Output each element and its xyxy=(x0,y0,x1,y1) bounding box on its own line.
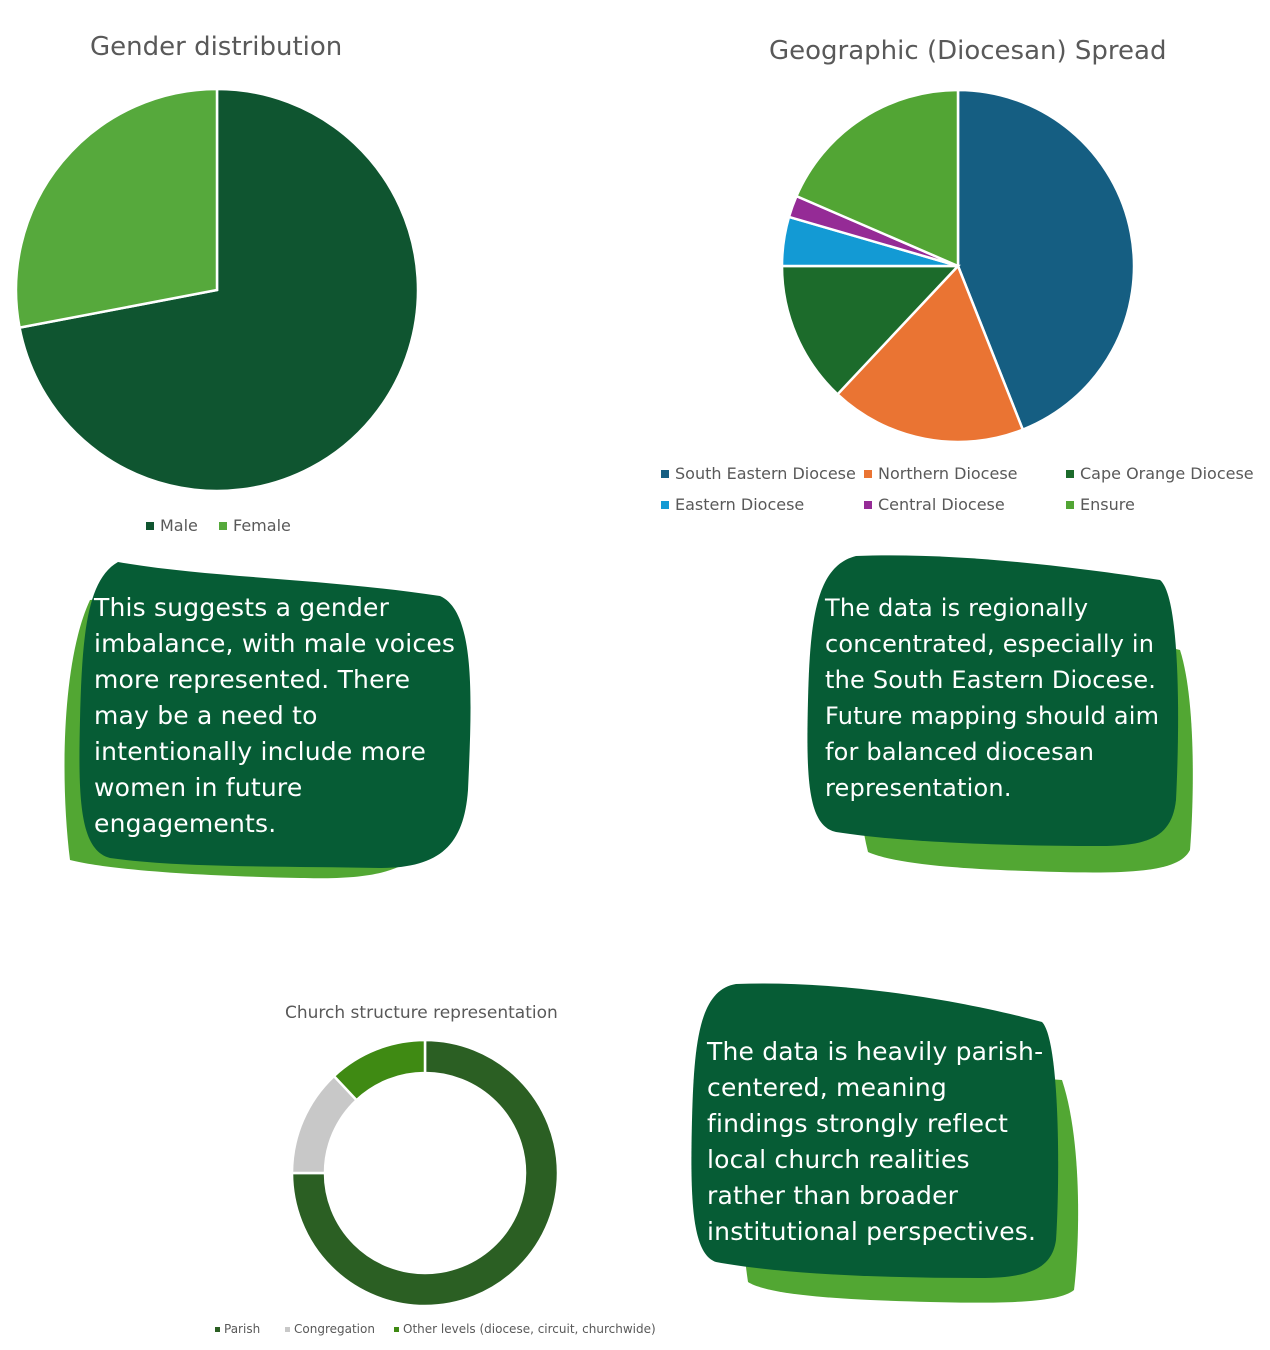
note-line: This suggests a gender xyxy=(94,593,390,622)
legend-label: South Eastern Diocese xyxy=(675,464,856,483)
legend-label: Female xyxy=(233,516,291,535)
legend-item-south-eastern: South Eastern Diocese xyxy=(661,464,856,483)
legend-item-northern: Northern Diocese xyxy=(864,464,1018,483)
geographic-note-blob xyxy=(807,555,1179,846)
note-line: intentionally include more xyxy=(94,737,427,766)
legend-label: Cape Orange Diocese xyxy=(1080,464,1254,483)
gender-slice-male xyxy=(18,87,420,493)
note-line: engagements. xyxy=(94,809,277,838)
legend-swatch xyxy=(1066,500,1074,509)
legend-label: Central Diocese xyxy=(878,495,1005,514)
gender-note-text: This suggests a gender imbalance, with m… xyxy=(94,590,455,842)
legend-label: Eastern Diocese xyxy=(675,495,805,514)
geographic-chart-title: Geographic (Diocesan) Spread xyxy=(769,36,1167,66)
note-line: for balanced diocesan xyxy=(825,738,1095,766)
note-line: women in future xyxy=(94,773,303,802)
note-line: Future mapping should aim xyxy=(825,702,1160,730)
legend-item-other-levels: Other levels (diocese, circuit, churchwi… xyxy=(394,1322,656,1336)
legend-label: Parish xyxy=(224,1322,261,1336)
legend-item-ensure: Ensure xyxy=(1066,495,1135,514)
structure-note-text: The data is heavily parish- centered, me… xyxy=(707,1034,1043,1250)
legend-label: Northern Diocese xyxy=(878,464,1018,483)
legend-swatch xyxy=(219,521,227,530)
legend-label: Other levels (diocese, circuit, churchwi… xyxy=(403,1322,656,1336)
note-line: more represented. There xyxy=(94,665,411,694)
legend-label: Ensure xyxy=(1080,495,1135,514)
note-line: concentrated, especially in xyxy=(825,630,1155,658)
note-line: The data is heavily parish- xyxy=(707,1037,1044,1066)
note-line: local church realities xyxy=(707,1145,970,1174)
legend-swatch xyxy=(864,469,872,478)
legend-swatch xyxy=(215,1326,220,1332)
note-line: rather than broader xyxy=(707,1181,959,1210)
note-line: The data is regionally xyxy=(825,594,1089,622)
note-line: institutional perspectives. xyxy=(707,1217,1037,1246)
legend-swatch xyxy=(146,521,154,530)
note-line: representation. xyxy=(825,774,1012,802)
geographic-slice-ensure xyxy=(794,88,960,268)
note-line: may be a need to xyxy=(94,701,318,730)
legend-item-cape-orange: Cape Orange Diocese xyxy=(1066,464,1254,483)
legend-swatch xyxy=(661,500,669,509)
note-line: the South Eastern Diocese. xyxy=(825,666,1157,694)
legend-item-male: Male xyxy=(146,516,198,535)
legend-label: Congregation xyxy=(294,1322,375,1336)
legend-swatch xyxy=(864,500,872,509)
legend-item-eastern: Eastern Diocese xyxy=(661,495,804,514)
geographic-note-text: The data is regionally concentrated, esp… xyxy=(825,590,1159,806)
gender-chart-title: Gender distribution xyxy=(90,32,343,62)
legend-label: Male xyxy=(160,516,198,535)
note-line: centered, meaning xyxy=(707,1073,947,1102)
structure-slice-parish xyxy=(290,1038,560,1308)
gender-note-blob xyxy=(79,562,471,868)
legend-swatch xyxy=(285,1326,290,1332)
legend-swatch xyxy=(661,469,669,478)
structure-note-blob xyxy=(691,983,1059,1278)
geographic-slice-cape-orange-diocese xyxy=(780,264,961,397)
structure-chart-title: Church structure representation xyxy=(285,1003,558,1023)
legend-item-female: Female xyxy=(219,516,291,535)
gender-slice-female xyxy=(14,87,219,330)
structure-slice-other-levels-diocese-circuit-churchwide xyxy=(332,1038,427,1102)
legend-item-central: Central Diocese xyxy=(864,495,1005,514)
geographic-slice-northern-diocese xyxy=(835,263,1025,444)
legend-swatch xyxy=(1066,469,1074,478)
legend-item-parish: Parish xyxy=(215,1322,260,1336)
legend-swatch xyxy=(394,1326,399,1332)
note-line: findings strongly reflect xyxy=(707,1109,1009,1138)
legend-item-congregation: Congregation xyxy=(285,1322,375,1336)
geographic-slice-south-eastern-diocese xyxy=(956,88,1136,432)
note-line: imbalance, with male voices xyxy=(94,629,456,658)
